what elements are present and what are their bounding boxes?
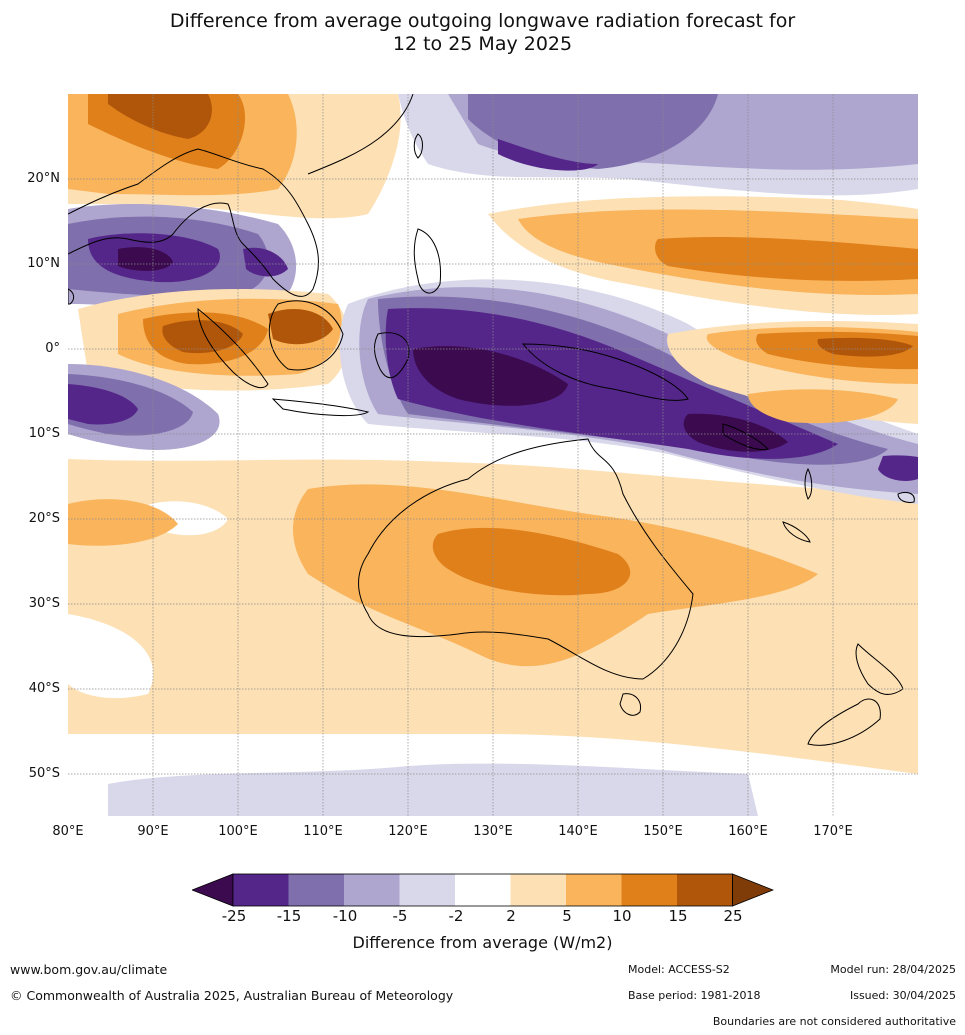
title-line-1: Difference from average outgoing longwav… <box>169 10 796 32</box>
lon-label-80e: 80°E <box>52 824 84 839</box>
colorbar-label: Difference from average (W/m2) <box>352 933 613 952</box>
colorbar-segment-minus5-minus2 <box>399 874 455 906</box>
title-line-2: 12 to 25 May 2025 <box>392 33 573 55</box>
colorbar-tick-minus5: -5 <box>392 907 408 925</box>
copyright-text: © Commonwealth of Australia 2025, Austra… <box>10 988 454 1003</box>
anomaly-region-australia-10-15 <box>432 527 631 596</box>
colorbar-tick-minus25: -25 <box>221 907 247 925</box>
colorbar-segment-15-25 <box>677 874 733 906</box>
lon-label-140e: 140°E <box>558 824 598 839</box>
new-caledonia-outline <box>782 521 811 543</box>
new-guinea-outline <box>521 343 689 401</box>
vanuatu-outline <box>804 467 813 500</box>
lon-label-160e: 160°E <box>728 824 768 839</box>
sumatra-outline <box>197 307 269 388</box>
colorbar-tick-minus2: -2 <box>448 907 464 925</box>
colorbar-tick-15: 15 <box>668 907 688 925</box>
map-gridlines <box>68 94 918 816</box>
lon-label-100e: 100°E <box>218 824 258 839</box>
colorbar-tick-2: 2 <box>506 907 516 925</box>
anomaly-region-south-gap-2 <box>68 614 154 699</box>
sulawesi-outline <box>374 332 410 379</box>
anomaly-map-canvas <box>68 94 918 816</box>
anomaly-region-dateline-minus-15-25 <box>878 455 918 481</box>
anomaly-region-thailand-minus-15-25 <box>243 247 288 277</box>
anomaly-region-asia-15-25 <box>108 94 212 139</box>
tasmania-outline <box>619 693 642 716</box>
lat-label-10n: 10°N <box>27 256 60 271</box>
new-zealand-south-outline <box>807 698 881 746</box>
disclaimer-text: Boundaries are not considered authoritat… <box>712 1015 956 1028</box>
anomaly-region-maritime-le-25 <box>413 346 568 406</box>
anomaly-region-indian-5-10 <box>68 499 178 546</box>
new-zealand-north-outline <box>855 643 904 695</box>
colorbar-tick-5: 5 <box>562 907 572 925</box>
anomaly-region-south-minus-2-5 <box>108 763 758 816</box>
lon-label-90e: 90°E <box>137 824 169 839</box>
lat-label-30s: 30°S <box>28 596 60 611</box>
anomaly-region-coral-sea-5-10 <box>748 389 898 424</box>
borneo-outline <box>268 300 344 371</box>
colorbar <box>192 873 774 907</box>
lat-label-20n: 20°N <box>27 171 60 186</box>
lat-label-20s: 20°S <box>28 511 60 526</box>
model-run-text: Model run: 28/04/2025 <box>830 963 956 976</box>
anomaly-region-indian-north-le-25 <box>118 247 173 271</box>
asia-mainland-outline <box>68 148 319 297</box>
colorbar-segment-5-10 <box>566 874 622 906</box>
taiwan-outline <box>413 133 423 159</box>
anomaly-region-equatorial-indian-15-25 <box>162 320 243 354</box>
lon-label-130e: 130°E <box>473 824 513 839</box>
website-text: www.bom.gov.au/climate <box>10 962 168 977</box>
anomaly-region-north-pacific-minus-15-25 <box>498 139 598 171</box>
colorbar-frame <box>232 873 733 907</box>
colorbar-segment-ge-25 <box>732 873 774 907</box>
anomaly-region-sumatra-south-minus-15-25 <box>68 384 138 425</box>
colorbar-tick-10: 10 <box>612 907 632 925</box>
model-text: Model: ACCESS-S2 <box>628 963 730 976</box>
colorbar-tick-minus10: -10 <box>332 907 358 925</box>
base-period-text: Base period: 1981-2018 <box>628 989 761 1002</box>
map-title: Difference from average outgoing longwav… <box>0 10 965 56</box>
lat-label-10s: 10°S <box>28 426 60 441</box>
anomaly-region-solomon-le-25 <box>683 413 788 452</box>
lon-label-120e: 120°E <box>388 824 428 839</box>
anomaly-map <box>68 94 918 816</box>
colorbar-segment-2-5 <box>510 874 566 906</box>
lat-label-50s: 50°S <box>28 766 60 781</box>
china-coast-outline <box>307 94 414 175</box>
solomon-islands-outline <box>722 423 769 451</box>
australia-outline <box>358 438 694 680</box>
anomaly-region-equatorial-pacific-15-25 <box>817 337 913 357</box>
colorbar-segment-le-25 <box>192 873 234 907</box>
lon-label-110e: 110°E <box>303 824 343 839</box>
sri-lanka-outline <box>68 288 75 305</box>
java-outline <box>271 398 370 417</box>
colorbar-segment-minus15-minus10 <box>288 874 344 906</box>
colorbar-segment-minus25-minus15 <box>233 874 289 906</box>
fiji-outline <box>897 491 915 503</box>
colorbar-tick-25: 25 <box>723 907 743 925</box>
lon-label-150e: 150°E <box>643 824 683 839</box>
colorbar-segment-minus10-minus5 <box>344 874 400 906</box>
colorbar-tick-minus15: -15 <box>276 907 302 925</box>
lon-label-170e: 170°E <box>813 824 853 839</box>
lat-label-40s: 40°S <box>28 681 60 696</box>
colorbar-segment-minus2-2 <box>455 874 511 906</box>
anomaly-region-borneo-15-25 <box>268 309 333 345</box>
lat-label-equator: 0° <box>45 341 60 356</box>
anomaly-region-pacific-10-15 <box>655 237 918 281</box>
issued-text: Issued: 30/04/2025 <box>849 989 956 1002</box>
colorbar-segment-10-15 <box>621 874 677 906</box>
philippines-outline <box>413 228 442 294</box>
